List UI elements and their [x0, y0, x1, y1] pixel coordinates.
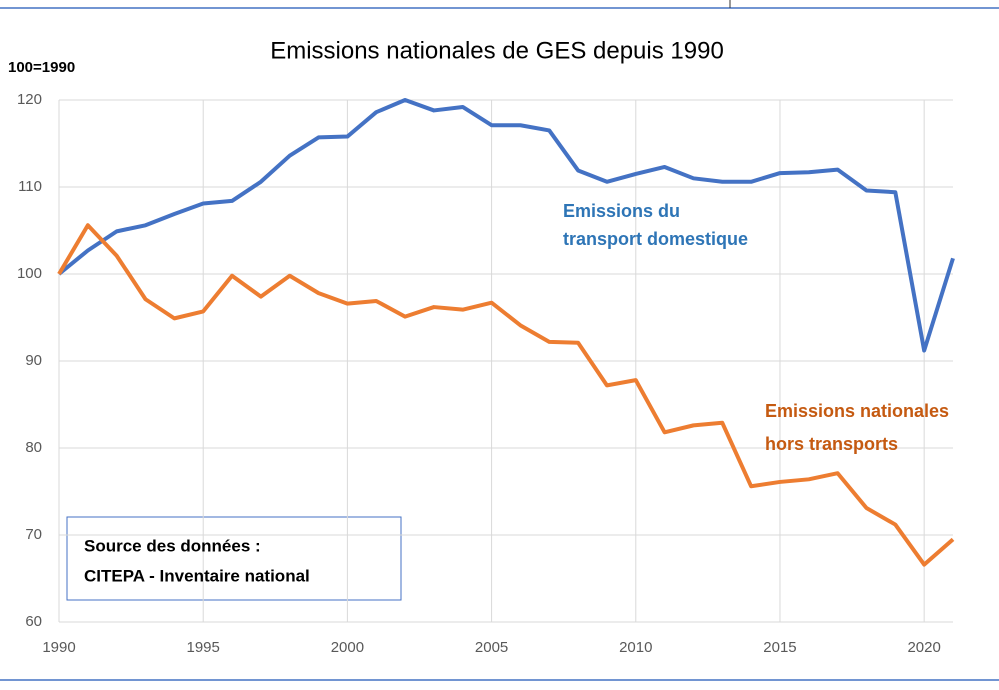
series-line	[57, 223, 955, 567]
x-tick-label: 2015	[763, 639, 796, 656]
x-tick-label: 2020	[907, 639, 940, 656]
y-tick-label: 90	[25, 352, 42, 369]
annotation: hors transports	[765, 434, 898, 454]
annotation: transport domestique	[563, 229, 748, 249]
y-tick-label: 80	[25, 439, 42, 456]
y-tick-label: 60	[25, 613, 42, 630]
annotation: Emissions du	[563, 201, 680, 221]
x-tick-label: 1990	[42, 639, 75, 656]
annotation: CITEPA - Inventaire national	[84, 566, 310, 585]
x-tick-label: 2010	[619, 639, 652, 656]
y-tick-label: 120	[17, 91, 42, 108]
grid	[58, 99, 953, 623]
y-tick-label: 70	[25, 526, 42, 543]
chart-title: Emissions nationales de GES depuis 1990	[270, 37, 724, 64]
x-tick-label: 2000	[331, 639, 364, 656]
y-axis-label: 100=1990	[8, 59, 75, 76]
source-box	[66, 516, 402, 601]
y-tick-label: 110	[18, 178, 42, 195]
series-line	[57, 98, 955, 353]
annotation: Source des données :	[84, 536, 261, 555]
x-tick-label: 1995	[187, 639, 220, 656]
x-tick-label: 2005	[475, 639, 508, 656]
y-tick-label: 100	[17, 265, 42, 282]
annotation: Emissions nationales	[765, 401, 949, 421]
